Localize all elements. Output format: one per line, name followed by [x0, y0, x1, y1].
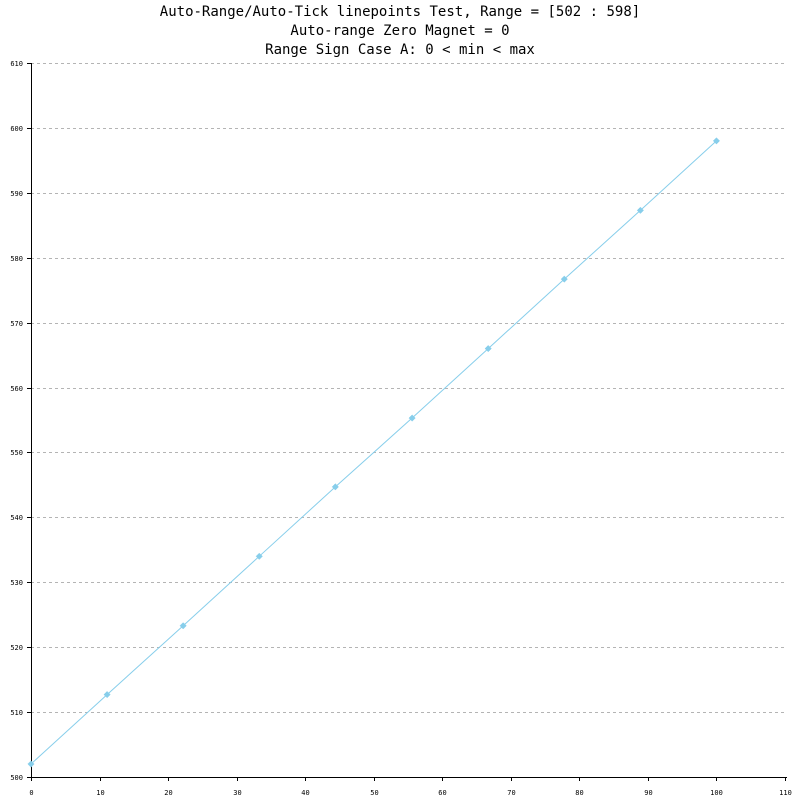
data-point-marker: [27, 760, 35, 768]
y-tick-label: 610: [10, 60, 23, 68]
series-layer: [27, 137, 721, 768]
chart-title-line-3: Range Sign Case A: 0 < min < max: [265, 42, 535, 58]
chart-title-line-2: Auto-range Zero Magnet = 0: [290, 23, 510, 39]
grid-layer: [31, 63, 785, 713]
x-tick-label: 10: [96, 789, 104, 797]
data-point-marker: [560, 275, 568, 283]
data-point-marker: [484, 345, 492, 353]
y-tick-label: 520: [10, 644, 23, 652]
x-tick-label: 80: [575, 789, 583, 797]
x-tick-label: 30: [233, 789, 241, 797]
y-tick-label: 510: [10, 709, 23, 717]
y-tick-label: 590: [10, 190, 23, 198]
data-point-marker: [179, 622, 187, 630]
y-tick-label: 600: [10, 125, 23, 133]
x-tick-label: 40: [301, 789, 309, 797]
x-tick-label: 90: [644, 789, 652, 797]
y-tick-label: 570: [10, 320, 23, 328]
y-tick-label: 580: [10, 255, 23, 263]
y-tick-label: 540: [10, 514, 23, 522]
y-tick-label: 500: [10, 774, 23, 782]
ticks-layer: 500 510 520 530 540 550 560 570 580 590 600 610 0 10 2…: [10, 60, 791, 797]
series-line: [30, 140, 717, 765]
y-tick-label: 530: [10, 579, 23, 587]
x-tick-label: 110: [779, 789, 792, 797]
data-point-marker: [331, 483, 339, 491]
y-tick-label: 550: [10, 449, 23, 457]
axes-layer: [31, 63, 787, 778]
x-tick-label: 60: [438, 789, 446, 797]
data-point-marker: [255, 552, 263, 560]
x-tick-label: 100: [710, 789, 723, 797]
data-point-marker: [408, 414, 416, 422]
x-tick-label: 70: [507, 789, 515, 797]
x-tick-label: 0: [29, 789, 33, 797]
x-tick-label: 20: [164, 789, 172, 797]
data-point-marker: [636, 206, 644, 214]
chart-title-line-1: Auto-Range/Auto-Tick linepoints Test, Ra…: [159, 4, 641, 20]
y-tick-label: 560: [10, 385, 23, 393]
data-point-marker: [712, 137, 721, 145]
x-tick-label: 50: [370, 789, 378, 797]
data-point-marker: [103, 691, 111, 699]
